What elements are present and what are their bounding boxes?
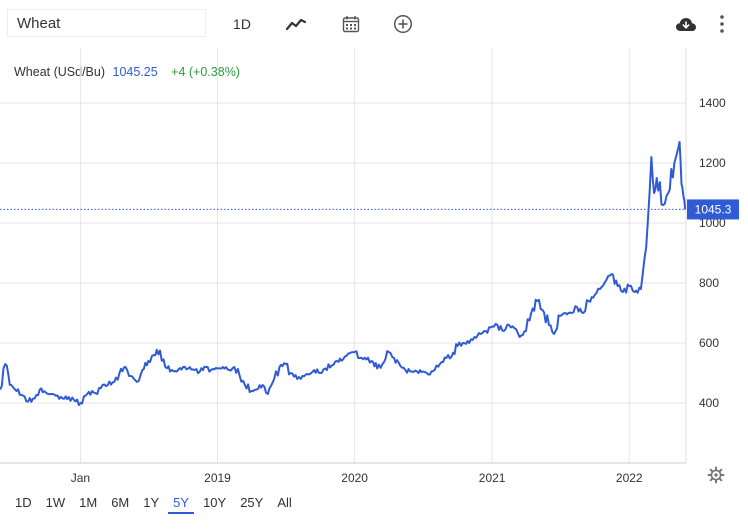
price-chart[interactable]: 400 600 800 1000 1200 1400 Jan 2019 2020 2021 2022…: [0, 0, 748, 490]
range-1w-button[interactable]: 1W: [45, 495, 66, 510]
y-tick-label: 400: [699, 396, 719, 410]
legend-last-price: 1045.25: [112, 65, 158, 79]
chart-settings-button[interactable]: [707, 466, 725, 484]
cloud-download-icon: [676, 18, 696, 31]
y-tick-label: 1400: [699, 96, 726, 110]
range-1y-button[interactable]: 1Y: [143, 495, 160, 510]
range-1d-button[interactable]: 1D: [15, 495, 32, 510]
date-range-button[interactable]: [338, 11, 364, 37]
y-tick-label: 1000: [699, 216, 726, 230]
x-tick-label: 2021: [479, 471, 506, 485]
legend-price-change: +4 (+0.38%): [171, 65, 240, 79]
wheat-price-line: [0, 141, 687, 407]
chart-legend: Wheat (USd/Bu) 1045.25 +4 (+0.38%): [14, 65, 240, 79]
toolbar: Wheat 1D: [0, 0, 748, 48]
download-button[interactable]: [672, 11, 700, 37]
more-options-button[interactable]: [712, 11, 732, 37]
last-price-label: 1045.3: [695, 202, 732, 216]
y-tick-label: 1200: [699, 156, 726, 170]
legend-instrument-name: Wheat (USd/Bu): [14, 65, 106, 79]
last-price-tag: [687, 199, 739, 220]
plus-circle-icon: [393, 14, 413, 34]
range-5y-button[interactable]: 5Y: [168, 494, 195, 514]
x-tick-label: 2020: [341, 471, 368, 485]
compare-add-button[interactable]: [390, 11, 416, 37]
gear-icon: [707, 466, 725, 484]
line-chart-icon: [286, 18, 306, 31]
x-tick-label: 2019: [204, 471, 231, 485]
y-tick-label: 800: [699, 276, 719, 290]
chart-type-button[interactable]: [282, 11, 310, 37]
symbol-search-input[interactable]: Wheat: [7, 9, 206, 37]
y-tick-label: 600: [699, 336, 719, 350]
calendar-icon: [342, 16, 360, 33]
range-all-button[interactable]: All: [277, 495, 292, 510]
x-tick-label: Jan: [71, 471, 90, 485]
range-10y-button[interactable]: 10Y: [203, 495, 227, 510]
more-vertical-icon: [720, 15, 724, 33]
range-1m-button[interactable]: 1M: [79, 495, 98, 510]
time-range-selector: 1D 1W 1M 6M 1Y 5Y 10Y 25Y All: [10, 494, 301, 514]
interval-button[interactable]: 1D: [233, 16, 251, 32]
x-tick-label: 2022: [616, 471, 643, 485]
range-6m-button[interactable]: 6M: [111, 495, 130, 510]
range-25y-button[interactable]: 25Y: [240, 495, 264, 510]
